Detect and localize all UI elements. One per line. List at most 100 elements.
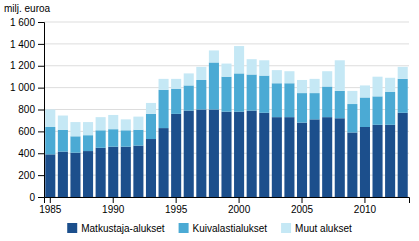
legend-swatch <box>179 223 189 233</box>
bar <box>209 110 219 198</box>
bar <box>70 153 80 197</box>
tick-mark <box>38 22 44 23</box>
bar <box>297 80 307 93</box>
legend: Matkustaja-alukset Kuivalastialukset Muut … <box>67 223 352 234</box>
bar <box>121 119 131 130</box>
chart: 02004006008001 0001 2001 4001 6001985199… <box>0 0 419 241</box>
bar <box>146 103 156 114</box>
bar <box>373 125 383 197</box>
tick-mark <box>176 197 177 203</box>
tick-mark <box>302 197 303 203</box>
tick: 800 <box>18 104 44 115</box>
bar <box>247 75 257 111</box>
bar <box>297 123 307 197</box>
bar <box>335 118 345 197</box>
bar <box>58 116 68 130</box>
bar <box>385 92 395 125</box>
bar <box>159 90 169 128</box>
bar <box>108 115 118 129</box>
tick-label: 1990 <box>102 204 125 215</box>
bar <box>297 93 307 123</box>
tick: 1 400 <box>10 39 44 50</box>
bar <box>385 78 395 92</box>
tick: 1985 <box>39 197 62 215</box>
bar <box>196 110 206 198</box>
tick-label: 1995 <box>165 204 188 215</box>
bar <box>83 122 93 135</box>
bar <box>284 83 294 117</box>
tick-label: 1 600 <box>10 17 35 28</box>
bar <box>209 62 219 109</box>
tick: 1 200 <box>10 60 44 71</box>
bar <box>221 77 231 112</box>
tick-label: 1985 <box>39 204 62 215</box>
bar <box>398 79 408 113</box>
bar <box>335 91 345 118</box>
bar <box>146 139 156 197</box>
axis-line <box>45 198 410 204</box>
tick-mark <box>38 66 44 67</box>
grid-line <box>44 22 409 23</box>
tick-label: 2005 <box>291 204 314 215</box>
bar <box>272 117 282 197</box>
bar <box>209 50 219 62</box>
axis-line <box>38 23 45 198</box>
tick-mark <box>239 197 240 203</box>
bar <box>234 46 244 73</box>
bar <box>322 71 332 86</box>
tick: 1995 <box>165 197 188 215</box>
bar <box>196 80 206 110</box>
tick-mark <box>364 197 365 203</box>
bar <box>322 117 332 197</box>
bar <box>83 135 93 151</box>
tick-mark <box>38 197 44 198</box>
bar <box>259 113 269 197</box>
bar <box>259 60 269 75</box>
tick-mark <box>38 88 44 89</box>
bar <box>171 89 181 114</box>
legend-label: Kuivalastialukset <box>193 223 268 234</box>
bar <box>284 117 294 197</box>
bar <box>96 148 106 197</box>
tick-mark <box>38 175 44 176</box>
bar <box>310 119 320 197</box>
tick-label: 1 400 <box>10 39 35 50</box>
legend-label: Matkustaja-alukset <box>81 223 165 234</box>
bar <box>234 73 244 111</box>
bar <box>385 125 395 197</box>
tick: 0 <box>29 192 44 203</box>
bar <box>221 112 231 197</box>
tick-mark <box>38 153 44 154</box>
legend-item: Muut alukset <box>281 223 352 234</box>
bar <box>45 110 55 128</box>
bar <box>146 114 156 139</box>
bar <box>398 67 408 79</box>
bar <box>322 87 332 118</box>
bar <box>310 93 320 119</box>
tick-label: 400 <box>18 148 35 159</box>
tick-label: 2010 <box>354 204 377 215</box>
legend-item: Matkustaja-alukset <box>67 223 165 234</box>
bar <box>259 76 269 113</box>
bar <box>159 128 169 197</box>
bar <box>184 85 194 110</box>
bars <box>45 46 407 197</box>
bar <box>45 154 55 197</box>
bar <box>58 130 68 152</box>
bar <box>196 67 206 80</box>
bar <box>70 122 80 136</box>
bar <box>398 113 408 197</box>
bar <box>133 117 143 130</box>
tick: 1 600 <box>10 17 44 28</box>
tick-label: 200 <box>18 170 35 181</box>
bar <box>83 151 93 197</box>
tick: 400 <box>18 148 44 159</box>
bar <box>96 117 106 130</box>
bar <box>373 96 383 124</box>
bar <box>360 127 370 197</box>
y-axis-label: milj. euroa <box>4 3 51 14</box>
tick-label: 1 200 <box>10 60 35 71</box>
bar <box>284 71 294 83</box>
bar <box>133 130 143 146</box>
bar <box>184 111 194 197</box>
